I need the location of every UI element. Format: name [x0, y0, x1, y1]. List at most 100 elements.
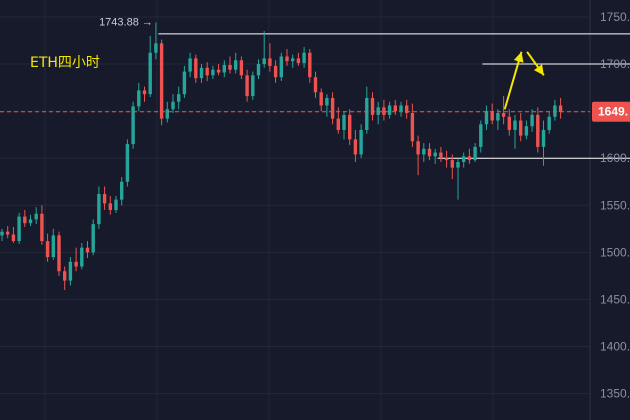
- candle-body: [496, 113, 500, 121]
- candle-body: [330, 97, 335, 119]
- arrow-head-1: [533, 64, 544, 76]
- price-tick-1: 1700.00: [600, 57, 630, 71]
- candle-body: [422, 148, 426, 155]
- candle-body: [410, 113, 415, 142]
- candle-body: [182, 71, 187, 95]
- candle-body: [131, 106, 135, 145]
- candle-body: [376, 107, 380, 115]
- last-price-label: 1649.: [598, 105, 628, 119]
- chart-title: ETH四小时: [30, 55, 100, 71]
- candle-body: [348, 114, 352, 140]
- candle-body: [74, 261, 78, 267]
- candle-body: [273, 65, 278, 78]
- candle-body: [370, 97, 375, 115]
- candle-body: [444, 158, 449, 161]
- candle-body: [97, 193, 101, 225]
- candle-body: [467, 156, 472, 161]
- price-tick-4: 1550.00: [600, 198, 630, 212]
- candle-body: [319, 92, 323, 106]
- candle-body: [530, 114, 534, 127]
- candle-body: [205, 67, 209, 76]
- candle-body: [0, 231, 4, 236]
- grid-lines: [0, 0, 590, 420]
- candle-body: [154, 43, 158, 53]
- candle-body: [228, 64, 232, 70]
- price-tick-8: 1350.00: [600, 387, 630, 401]
- candle-body: [342, 114, 346, 130]
- candle-body: [91, 224, 95, 253]
- candle-body: [211, 69, 215, 76]
- arrow-head-0: [513, 51, 524, 63]
- candle-body: [142, 90, 147, 95]
- candle-body: [279, 56, 283, 78]
- candle-body: [427, 148, 432, 157]
- price-tick-0: 1750.00: [600, 10, 630, 24]
- candle-body: [387, 105, 392, 115]
- candle-body: [296, 58, 301, 64]
- candle-body: [313, 77, 318, 93]
- candle-body: [365, 97, 369, 130]
- candle-body: [17, 216, 21, 242]
- candle-body: [536, 114, 540, 147]
- candle-body: [501, 113, 506, 117]
- candle-body: [325, 97, 329, 106]
- high-marker-label: 1743.88 →: [99, 17, 153, 29]
- candle-body: [222, 64, 226, 73]
- candle-body: [473, 146, 477, 161]
- candle-body: [450, 160, 454, 168]
- candle-body: [302, 52, 306, 64]
- candle-body: [507, 116, 511, 130]
- candle-body: [291, 58, 295, 62]
- candle-body: [171, 101, 175, 110]
- candle-body: [416, 141, 420, 155]
- candle-body: [336, 118, 340, 130]
- candle-body: [40, 213, 44, 242]
- candle-body: [28, 219, 33, 224]
- candle-body: [114, 199, 118, 210]
- candle-body: [159, 43, 164, 119]
- price-axis: 1750.001700.001650.001600.001550.001500.…: [600, 10, 630, 401]
- candle-body: [80, 247, 84, 267]
- candle-body: [456, 161, 460, 168]
- candle-body: [177, 94, 181, 102]
- candle-body: [256, 64, 261, 76]
- candle-body: [85, 247, 90, 253]
- candle-body: [239, 60, 244, 76]
- price-tick-7: 1400.00: [600, 340, 630, 354]
- candle-body: [57, 235, 61, 272]
- candle-body: [513, 120, 517, 130]
- candle-body: [11, 234, 16, 242]
- last-price-box: [592, 101, 630, 122]
- candle-body: [216, 69, 221, 73]
- price-tick-6: 1450.00: [600, 292, 630, 306]
- candle-body: [524, 126, 529, 136]
- candle-body: [102, 193, 107, 204]
- candle-body: [433, 152, 437, 157]
- candle-body: [199, 67, 204, 79]
- candle-body: [558, 105, 563, 113]
- candle-body: [194, 58, 198, 79]
- candle-body: [6, 231, 10, 235]
- candle-body: [519, 120, 523, 136]
- candles: [0, 22, 563, 291]
- candle-body: [399, 105, 403, 112]
- candle-body: [120, 181, 124, 200]
- candle-body: [268, 58, 272, 66]
- candle-body: [165, 109, 169, 119]
- forecast-arrows: [503, 51, 545, 110]
- candle-body: [547, 116, 551, 130]
- candle-body: [490, 111, 494, 121]
- candle-body: [353, 139, 358, 155]
- price-tick-3: 1600.00: [600, 151, 630, 165]
- candle-body: [308, 52, 312, 78]
- candle-body: [439, 152, 443, 159]
- last-price-tag: 1649.: [592, 101, 630, 122]
- candle-body: [405, 105, 409, 114]
- candle-body: [479, 124, 483, 147]
- candle-body: [34, 213, 38, 220]
- candle-body: [462, 156, 466, 162]
- candle-body: [188, 58, 192, 72]
- candle-body: [553, 105, 557, 117]
- candle-body: [108, 203, 112, 210]
